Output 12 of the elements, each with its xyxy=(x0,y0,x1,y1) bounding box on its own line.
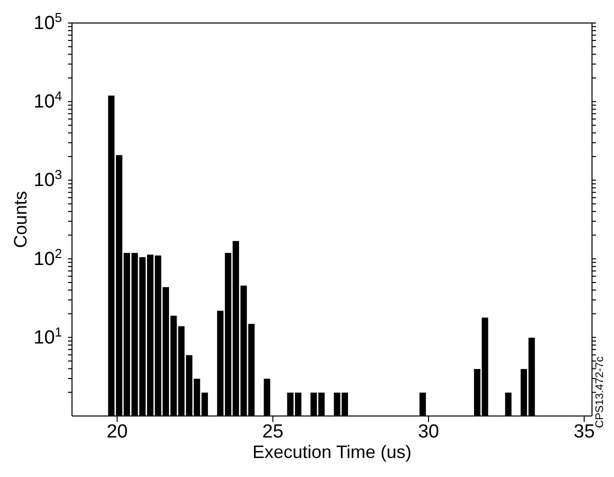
y-tick-label: 10$^{1}$ xyxy=(34,324,62,348)
x-tick-label: 35 xyxy=(574,421,595,442)
y-axis-title: Counts xyxy=(10,190,30,248)
y-tick-label: 10$^{3}$ xyxy=(34,166,62,192)
y-tick-label: 10$^{4}$ xyxy=(34,88,62,113)
x-axis-title: Execution Time (us) xyxy=(252,442,412,462)
x-tick-label: 25 xyxy=(262,421,284,442)
figure-id-note: CPS13.472-7c xyxy=(594,355,606,428)
y-tick-label: 10$^{2}$ xyxy=(34,245,62,270)
x-tick-label: 20 xyxy=(106,421,128,442)
y-tick-label: 10$^{5}$ xyxy=(34,10,62,34)
x-tick-label: 30 xyxy=(418,421,440,442)
